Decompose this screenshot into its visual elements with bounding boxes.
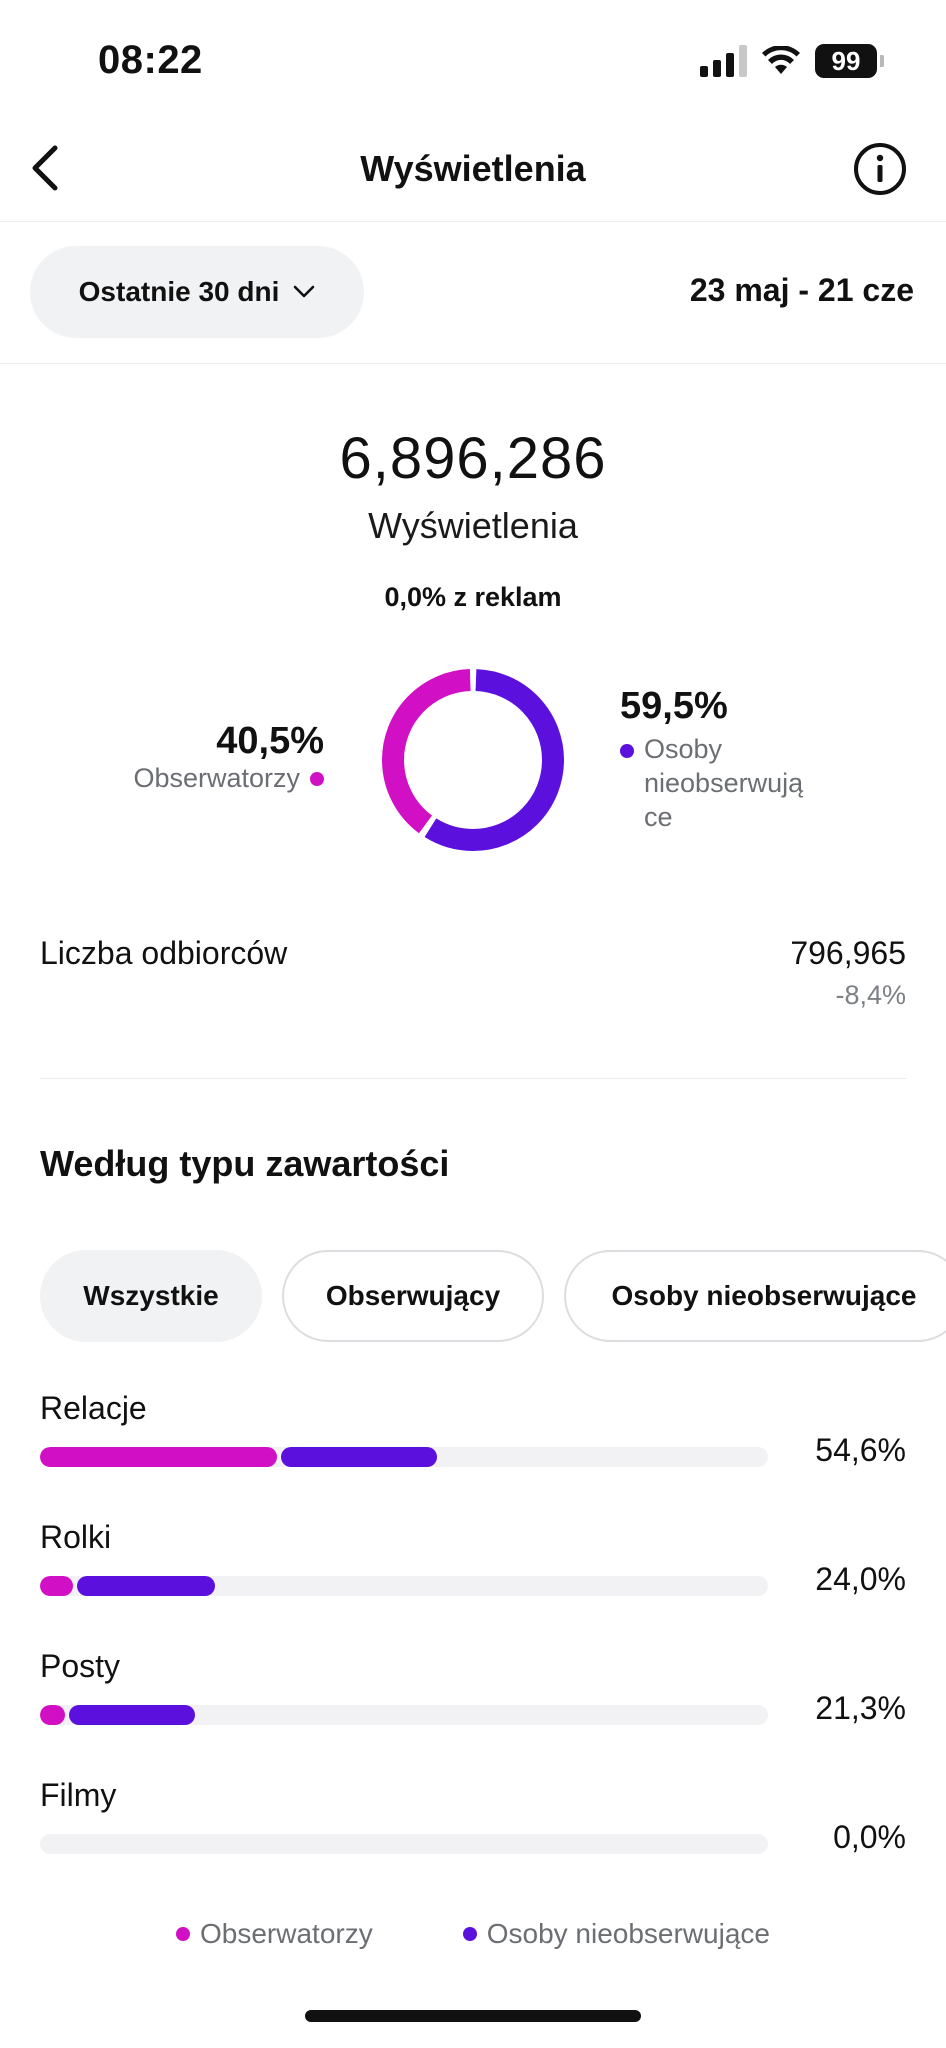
info-icon	[854, 143, 906, 195]
legend-followers: Obserwatorzy	[176, 1918, 373, 1950]
content-percent: 0,0%	[833, 1819, 906, 1855]
legend-followers-label: Obserwatorzy	[200, 1918, 373, 1949]
non-followers-legend: 59,5% Osoby nieobserwują ce	[620, 685, 840, 834]
tab-all[interactable]: Wszystkie	[40, 1250, 262, 1342]
followers-label: Obserwatorzy	[133, 763, 300, 793]
content-percent: 21,3%	[815, 1690, 906, 1726]
followers-bar-segment	[40, 1705, 66, 1725]
reach-value: 796,965	[790, 935, 906, 971]
followers-legend: 40,5% Obserwatorzy	[133, 720, 324, 794]
back-button[interactable]	[14, 138, 74, 198]
followers-bar-segment	[40, 1576, 73, 1596]
date-range-dropdown-label: Ostatnie 30 dni	[78, 276, 280, 307]
bar-track	[40, 1576, 768, 1596]
content-row-stories: Relacje 54,6%	[40, 1390, 906, 1500]
content-percent: 54,6%	[815, 1432, 906, 1468]
followers-arc	[382, 669, 564, 851]
filter-bar: Ostatnie 30 dni 23 maj - 21 cze	[0, 222, 946, 364]
bars-legend: Obserwatorzy Osoby nieobserwujące	[0, 1918, 946, 1950]
content-row-reels: Rolki 24,0%	[40, 1519, 906, 1629]
ads-share: 0,0% z reklam	[384, 582, 562, 612]
total-views-label: Wyświetlenia	[368, 505, 578, 546]
status-icons: 99	[700, 44, 884, 78]
legend-non-followers-label: Osoby nieobserwujące	[486, 1918, 770, 1949]
reach-delta: -8,4%	[835, 980, 906, 1010]
followers-dot	[310, 771, 324, 786]
bar-track	[40, 1834, 768, 1854]
page-title: Wyświetlenia	[360, 148, 586, 189]
non-followers-bar-segment	[281, 1447, 438, 1467]
views-donut-chart	[378, 665, 568, 855]
non-followers-arc	[382, 669, 564, 851]
non-followers-dot	[462, 1927, 477, 1941]
chevron-down-icon	[294, 285, 315, 298]
section-title: Według typu zawartości	[40, 1143, 450, 1184]
tab-non-followers[interactable]: Osoby nieobserwujące	[564, 1250, 946, 1342]
wifi-icon	[762, 46, 800, 74]
content-label: Relacje	[40, 1390, 147, 1426]
legend-non-followers: Osoby nieobserwujące	[462, 1918, 770, 1950]
total-views: 6,896,286	[339, 426, 607, 491]
status-time: 08:22	[98, 38, 203, 82]
content-row-videos: Filmy 0,0%	[40, 1777, 906, 1887]
date-range-dropdown[interactable]: Ostatnie 30 dni	[30, 246, 364, 338]
divider	[40, 1078, 906, 1079]
home-indicator[interactable]	[305, 2010, 641, 2022]
battery-level: 99	[815, 44, 877, 78]
non-followers-bar-segment	[69, 1705, 196, 1725]
date-range-text: 23 maj - 21 cze	[689, 272, 914, 308]
bar-track	[40, 1447, 768, 1467]
content-label: Posty	[40, 1648, 121, 1684]
chevron-left-icon	[32, 145, 58, 191]
non-followers-bar-segment	[76, 1576, 215, 1596]
non-followers-label: Osoby nieobserwują ce	[644, 734, 804, 832]
reach-label: Liczba odbiorców	[40, 935, 288, 971]
followers-dot	[176, 1927, 190, 1941]
non-followers-percent: 59,5%	[620, 685, 728, 727]
status-bar: 08:22 99	[0, 0, 946, 120]
battery-icon: 99	[815, 44, 884, 78]
tab-followers[interactable]: Obserwujący	[282, 1250, 544, 1342]
followers-bar-segment	[40, 1447, 278, 1467]
content-label: Filmy	[40, 1777, 117, 1813]
content-label: Rolki	[40, 1519, 112, 1555]
non-followers-dot	[620, 744, 634, 758]
bar-track	[40, 1705, 768, 1725]
navigation-bar: Wyświetlenia	[0, 120, 946, 222]
followers-percent: 40,5%	[216, 720, 324, 762]
cellular-signal-icon	[700, 45, 747, 77]
content-row-posts: Posty 21,3%	[40, 1648, 906, 1758]
reach-row[interactable]: Liczba odbiorców 796,965 -8,4%	[40, 935, 906, 1015]
content-percent: 24,0%	[815, 1561, 906, 1597]
info-button[interactable]	[852, 141, 908, 197]
